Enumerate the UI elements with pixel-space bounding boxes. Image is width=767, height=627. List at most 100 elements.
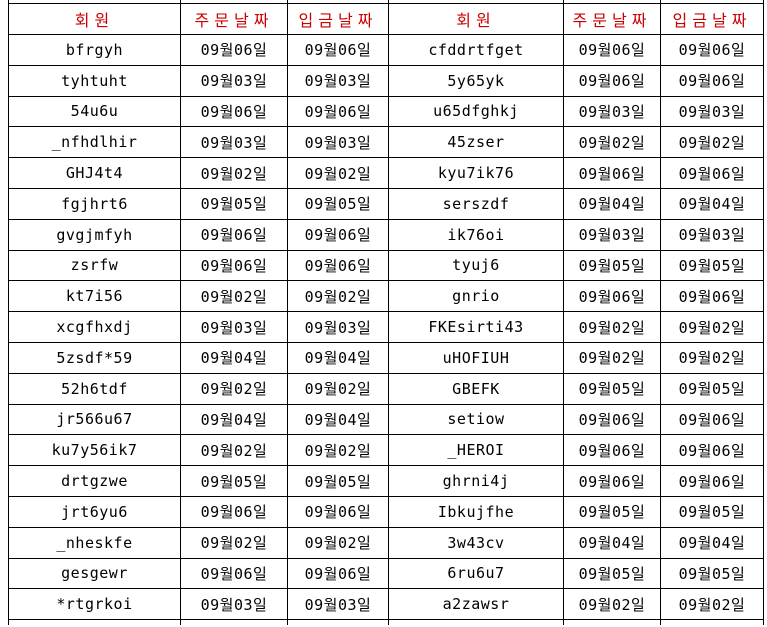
member-cell[interactable]: gesgewr — [8, 557, 181, 590]
deposit-date-cell[interactable]: 09월06일 — [287, 557, 389, 590]
member-cell[interactable]: 5zsdf*59 — [8, 341, 181, 374]
order-date-cell[interactable]: 09월03일 — [180, 126, 288, 159]
member-cell[interactable]: setiow — [388, 403, 564, 436]
deposit-date-cell[interactable]: 09월06일 — [660, 34, 764, 66]
order-date-cell[interactable]: 09월02일 — [180, 372, 288, 405]
deposit-date-cell[interactable]: 09월05일 — [660, 557, 764, 590]
member-cell[interactable]: tyhtuht — [8, 64, 181, 97]
order-date-cell[interactable]: 09월06일 — [563, 403, 661, 436]
order-date-cell[interactable]: 09월05일 — [180, 187, 288, 220]
header-order-date-left[interactable]: 주문날짜 — [180, 3, 288, 35]
order-date-cell[interactable]: 09월03일 — [180, 311, 288, 343]
deposit-date-cell[interactable]: 09월03일 — [287, 588, 389, 621]
order-date-cell[interactable]: 09월04일 — [563, 187, 661, 220]
member-cell[interactable]: 5y65yk — [388, 64, 564, 97]
member-cell[interactable]: _HEROI — [388, 434, 564, 467]
order-date-cell[interactable]: 09월05일 — [563, 557, 661, 590]
member-cell[interactable]: *rtgrkoi — [8, 588, 181, 621]
member-cell[interactable]: kt7i56 — [8, 280, 181, 313]
order-date-cell[interactable]: 09월04일 — [180, 341, 288, 374]
deposit-date-cell[interactable]: 09월03일 — [660, 95, 764, 128]
deposit-date-cell[interactable]: 09월02일 — [660, 311, 764, 343]
order-date-cell[interactable]: 09월04일 — [180, 403, 288, 436]
deposit-date-cell[interactable]: 09월05일 — [287, 465, 389, 497]
deposit-date-cell[interactable]: 09월03일 — [287, 311, 389, 343]
deposit-date-cell[interactable]: 09월02일 — [287, 372, 389, 405]
order-date-cell[interactable]: 09월06일 — [180, 34, 288, 66]
order-date-cell[interactable]: 09월05일 — [180, 465, 288, 497]
member-cell[interactable]: GHJ4t4 — [8, 157, 181, 189]
header-member-right[interactable]: 회원 — [388, 3, 564, 35]
member-cell[interactable]: uHOFIUH — [388, 341, 564, 374]
order-date-cell[interactable]: 09월03일 — [563, 218, 661, 251]
deposit-date-cell[interactable]: 09월03일 — [287, 126, 389, 159]
order-date-cell[interactable]: 09월03일 — [563, 95, 661, 128]
deposit-date-cell[interactable]: 09월02일 — [660, 126, 764, 159]
deposit-date-cell[interactable]: 09월03일 — [287, 64, 389, 97]
order-date-cell[interactable]: 09월05일 — [563, 249, 661, 282]
member-cell[interactable]: zsrfw — [8, 249, 181, 282]
member-cell[interactable]: 52h6tdf — [8, 372, 181, 405]
deposit-date-cell[interactable]: 09월02일 — [287, 157, 389, 189]
order-date-cell[interactable]: 09월06일 — [180, 95, 288, 128]
order-date-cell[interactable]: 09월06일 — [563, 34, 661, 66]
deposit-date-cell[interactable]: 09월04일 — [660, 187, 764, 220]
member-cell[interactable]: 45zser — [388, 126, 564, 159]
order-date-cell[interactable]: 09월06일 — [180, 495, 288, 528]
member-cell[interactable]: ik76oi — [388, 218, 564, 251]
deposit-date-cell[interactable]: 09월04일 — [287, 403, 389, 436]
order-date-cell[interactable]: 09월02일 — [563, 311, 661, 343]
deposit-date-cell[interactable]: 09월02일 — [287, 526, 389, 559]
order-date-cell[interactable]: 09월06일 — [180, 249, 288, 282]
order-date-cell[interactable]: 09월04일 — [563, 526, 661, 559]
member-cell[interactable]: gvgjmfyh — [8, 218, 181, 251]
deposit-date-cell[interactable]: 09월06일 — [660, 280, 764, 313]
deposit-date-cell[interactable]: 09월05일 — [287, 187, 389, 220]
order-date-cell[interactable]: 09월02일 — [563, 341, 661, 374]
order-date-cell[interactable]: 09월03일 — [180, 588, 288, 621]
deposit-date-cell[interactable]: 09월05일 — [660, 372, 764, 405]
deposit-date-cell[interactable]: 09월06일 — [660, 157, 764, 189]
member-cell[interactable]: tyuj6 — [388, 249, 564, 282]
member-cell[interactable]: 54u6u — [8, 95, 181, 128]
member-cell[interactable]: jrt6yu6 — [8, 495, 181, 528]
member-cell[interactable]: a2zawsr — [388, 588, 564, 621]
order-date-cell[interactable]: 09월06일 — [563, 434, 661, 467]
member-cell[interactable]: drtgzwe — [8, 465, 181, 497]
deposit-date-cell[interactable]: 09월06일 — [660, 434, 764, 467]
header-deposit-date-right[interactable]: 입금날짜 — [660, 3, 764, 35]
deposit-date-cell[interactable]: 09월02일 — [287, 280, 389, 313]
header-deposit-date-left[interactable]: 입금날짜 — [287, 3, 389, 35]
member-cell[interactable]: GBEFK — [388, 372, 564, 405]
member-cell[interactable]: Ibkujfhe — [388, 495, 564, 528]
member-cell[interactable]: ku7y56ik7 — [8, 434, 181, 467]
deposit-date-cell[interactable]: 09월05일 — [660, 249, 764, 282]
header-order-date-right[interactable]: 주문날짜 — [563, 3, 661, 35]
order-date-cell[interactable]: 09월05일 — [563, 372, 661, 405]
deposit-date-cell[interactable]: 09월06일 — [287, 495, 389, 528]
member-cell[interactable]: 3w43cv — [388, 526, 564, 559]
member-cell[interactable]: FKEsirti43 — [388, 311, 564, 343]
member-cell[interactable]: fgjhrt6 — [8, 187, 181, 220]
header-member-left[interactable]: 회원 — [8, 3, 181, 35]
order-date-cell[interactable]: 09월02일 — [180, 526, 288, 559]
order-date-cell[interactable]: 09월02일 — [180, 280, 288, 313]
deposit-date-cell[interactable]: 09월06일 — [287, 34, 389, 66]
member-cell[interactable]: _nfhdlhir — [8, 126, 181, 159]
order-date-cell[interactable]: 09월06일 — [563, 64, 661, 97]
deposit-date-cell[interactable]: 09월06일 — [287, 249, 389, 282]
order-date-cell[interactable]: 09월02일 — [563, 126, 661, 159]
member-cell[interactable]: serszdf — [388, 187, 564, 220]
deposit-date-cell[interactable]: 09월04일 — [660, 526, 764, 559]
member-cell[interactable]: 6ru6u7 — [388, 557, 564, 590]
order-date-cell[interactable]: 09월06일 — [563, 157, 661, 189]
member-cell[interactable]: cfddrtfget — [388, 34, 564, 66]
member-cell[interactable]: bfrgyh — [8, 34, 181, 66]
deposit-date-cell[interactable]: 09월05일 — [660, 495, 764, 528]
deposit-date-cell[interactable]: 09월02일 — [287, 434, 389, 467]
order-date-cell[interactable]: 09월02일 — [563, 588, 661, 621]
order-date-cell[interactable]: 09월03일 — [180, 64, 288, 97]
deposit-date-cell[interactable]: 09월02일 — [660, 341, 764, 374]
member-cell[interactable]: jr566u67 — [8, 403, 181, 436]
order-date-cell[interactable]: 09월06일 — [563, 465, 661, 497]
